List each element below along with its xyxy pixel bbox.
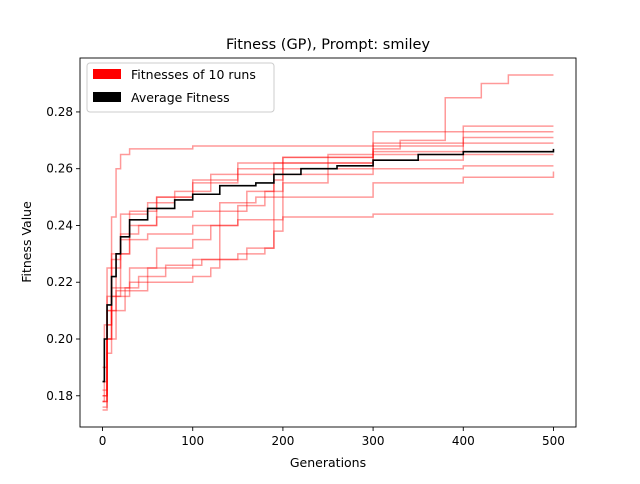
run-line-3 — [102, 213, 554, 411]
run-line-2 — [102, 74, 554, 383]
x-axis-label: Generations — [290, 455, 366, 470]
average-fitness-line — [102, 148, 555, 383]
x-tick-label: 100 — [181, 434, 204, 448]
plot-frame — [79, 57, 577, 428]
run-line-4 — [102, 150, 554, 397]
y-tick-label: 0.22 — [46, 275, 73, 289]
chart-title: Fitness (GP), Prompt: smiley — [226, 37, 431, 53]
y-tick-label: 0.26 — [46, 162, 73, 176]
y-axis-label: Fitness Value — [19, 201, 34, 283]
y-tick-label: 0.18 — [46, 389, 73, 403]
x-tick-label: 400 — [452, 434, 475, 448]
legend-label-runs: Fitnesses of 10 runs — [131, 67, 256, 82]
run-line-7 — [102, 165, 554, 408]
x-tick-label: 200 — [271, 434, 294, 448]
tick-layer: 0 100 200 300 400 500 0.18 0.20 0.22 0.24 0.26 0.28 — [46, 105, 565, 448]
run-line-9 — [102, 131, 554, 369]
y-tick-label: 0.24 — [46, 218, 73, 232]
legend-swatch-runs — [93, 69, 121, 79]
legend-box — [86, 62, 275, 113]
x-tick-label: 0 — [99, 434, 107, 448]
run-line-10 — [102, 171, 555, 403]
legend: Fitnesses of 10 runs Average Fitness — [86, 62, 275, 113]
x-tick-label: 500 — [542, 434, 565, 448]
x-tick-label: 300 — [362, 434, 385, 448]
y-tick-label: 0.28 — [46, 105, 73, 119]
legend-swatch-average — [93, 92, 121, 102]
run-line-5 — [102, 136, 554, 391]
y-tick-label: 0.20 — [46, 332, 73, 346]
series-layer — [102, 74, 555, 411]
legend-label-average: Average Fitness — [131, 90, 230, 105]
